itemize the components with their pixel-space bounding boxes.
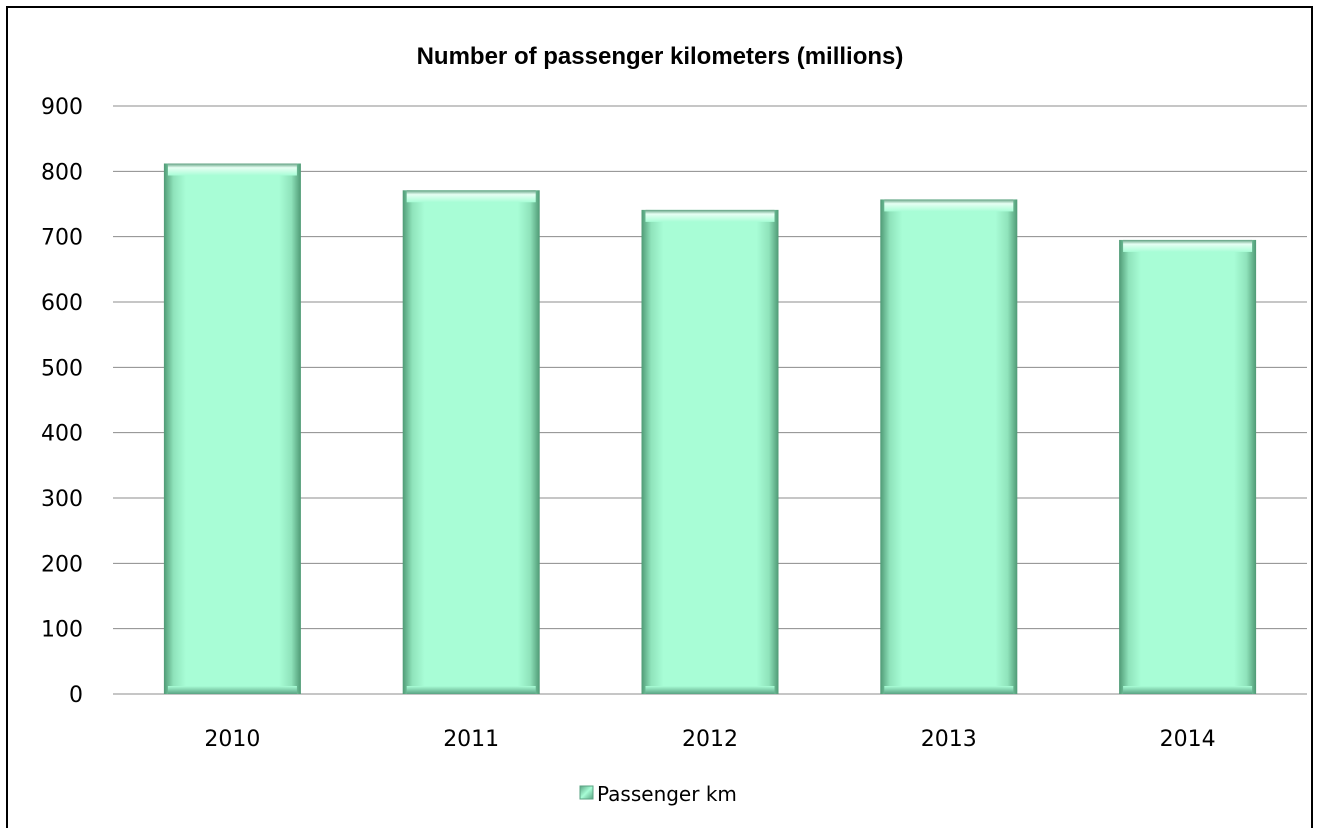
legend-swatch xyxy=(579,785,594,800)
bar-body xyxy=(402,190,540,694)
y-tick-label: 300 xyxy=(41,487,83,512)
y-tick-label: 200 xyxy=(41,552,83,577)
bar xyxy=(1119,239,1257,694)
bar-body xyxy=(1119,239,1257,694)
bar-body xyxy=(163,163,301,694)
bar xyxy=(641,209,779,694)
x-tick-label: 2014 xyxy=(1160,727,1216,752)
bar-top-bevel xyxy=(406,190,536,203)
y-tick-label: 600 xyxy=(41,291,83,316)
y-tick-label: 400 xyxy=(41,422,83,447)
x-tick-label: 2010 xyxy=(204,727,260,752)
bar xyxy=(402,190,540,694)
chart-title: Number of passenger kilometers (millions… xyxy=(417,43,904,70)
bar-bottom-bevel xyxy=(645,686,775,694)
bar-body xyxy=(641,209,779,694)
y-tick-label: 0 xyxy=(69,683,83,708)
x-axis-ticks: 2010 2011 2012 2013 2014 xyxy=(204,727,1215,752)
y-tick-label: 900 xyxy=(41,95,83,120)
y-axis-ticks: 0 100 200 300 400 500 600 700 800 900 xyxy=(41,95,83,708)
bar-bottom-bevel xyxy=(1123,686,1253,694)
bar xyxy=(880,199,1018,694)
legend: Passenger km xyxy=(579,782,737,806)
y-tick-label: 500 xyxy=(41,356,83,381)
bar-bottom-bevel xyxy=(406,686,536,694)
bar-bottom-bevel xyxy=(167,686,297,694)
y-tick-label: 800 xyxy=(41,160,83,185)
legend-label: Passenger km xyxy=(597,782,737,806)
bar-top-bevel xyxy=(1123,239,1253,252)
y-tick-label: 700 xyxy=(41,226,83,251)
bars xyxy=(163,163,1257,694)
bar-top-bevel xyxy=(645,209,775,222)
bar-bottom-bevel xyxy=(884,686,1014,694)
bar-top-bevel xyxy=(167,163,297,176)
bar-top-bevel xyxy=(884,199,1014,212)
y-tick-label: 100 xyxy=(41,618,83,643)
bar-body xyxy=(880,199,1018,694)
x-tick-label: 2013 xyxy=(921,727,977,752)
x-tick-label: 2011 xyxy=(443,727,499,752)
x-tick-label: 2012 xyxy=(682,727,738,752)
bar xyxy=(163,163,301,694)
